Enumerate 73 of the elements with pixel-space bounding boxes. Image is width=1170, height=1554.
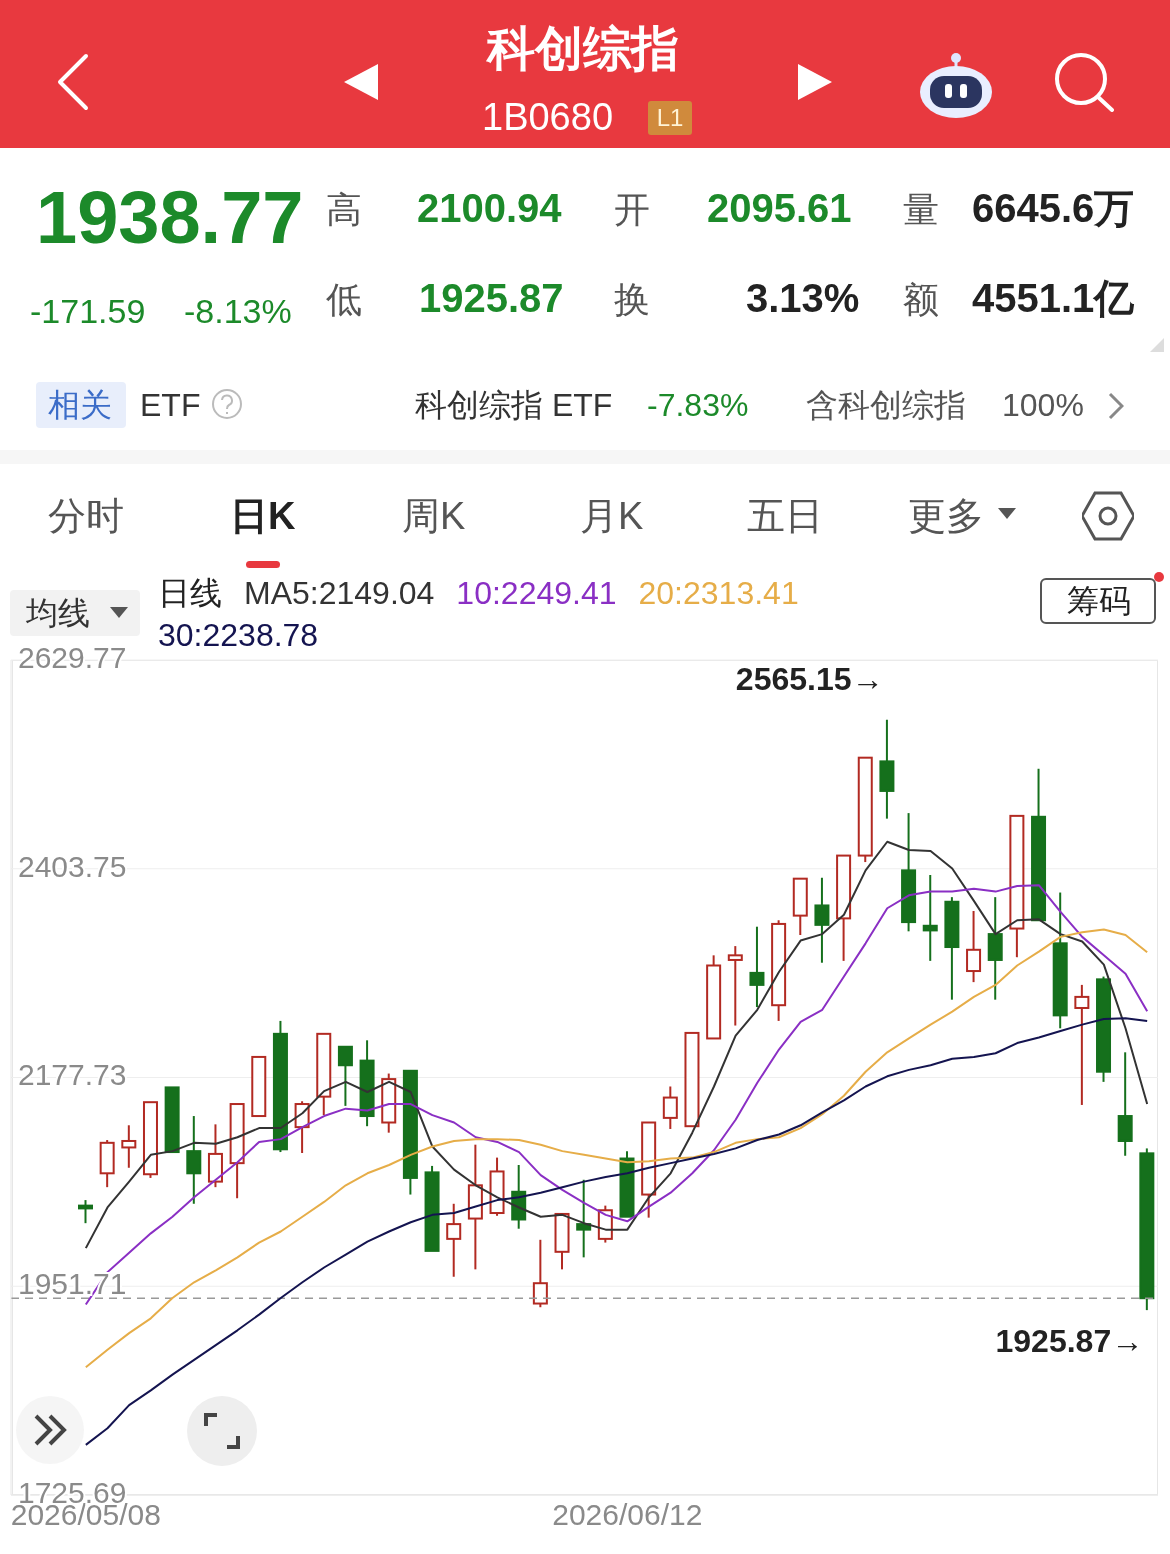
x-tick-label: 2026/06/12 (552, 1498, 703, 1531)
text: 20:2313.41 (638, 574, 799, 613)
candlestick (706, 954, 722, 1040)
text: 1925.87 (419, 275, 564, 322)
text: 分时 (48, 494, 124, 540)
text: 4551.1亿 (972, 275, 1135, 322)
candlestick (359, 1039, 375, 1128)
text: 日K (230, 494, 296, 540)
text: -171.59 (30, 290, 146, 332)
text: 100% (1002, 385, 1084, 425)
text: 10:2249.41 (456, 574, 617, 613)
candlestick (814, 876, 830, 964)
candlestick (1009, 814, 1025, 959)
candlestick (316, 1032, 332, 1117)
text: 换 (614, 278, 650, 322)
candlestick (1074, 983, 1090, 1106)
text: 筹码 (1067, 581, 1131, 621)
chart-title: 科创综指 (487, 21, 679, 77)
text: 30:2238.78 (158, 616, 319, 655)
candlestick (749, 925, 765, 1009)
chart-subtitle: 1B0680 (482, 95, 614, 139)
y-tick-label: 2403.75 (18, 849, 127, 883)
text: 开 (614, 188, 650, 232)
annotation: 2565.15→ (735, 659, 884, 698)
text: 量 (903, 188, 939, 232)
text: 含科创综指 (806, 385, 966, 425)
candlestick (576, 1178, 592, 1259)
candlestick (1031, 767, 1047, 922)
candlestick (402, 1069, 418, 1196)
candlestick (251, 1055, 267, 1118)
candlestick (987, 896, 1003, 1001)
candlestick (467, 1143, 483, 1271)
candlestick (966, 910, 982, 984)
text: ETF (140, 385, 201, 425)
text: 五日 (747, 494, 823, 540)
text: 2095.61 (707, 185, 852, 232)
text: MA5:2149.04 (244, 574, 435, 613)
text: 额 (903, 278, 939, 322)
text: 3.13% (746, 275, 860, 322)
candlestick (879, 718, 895, 820)
candlestick (922, 873, 938, 962)
text: 2100.94 (417, 185, 562, 232)
text: 月K (580, 494, 644, 540)
y-tick-label: 2629.77 (18, 640, 127, 674)
candlestick (662, 1085, 678, 1130)
text: -8.13% (184, 290, 292, 332)
candlestick (121, 1124, 137, 1169)
candlestick (554, 1212, 570, 1271)
candlestick (1117, 1051, 1133, 1157)
candlestick (836, 854, 852, 962)
y-tick-label: 2177.73 (18, 1058, 127, 1092)
candlestick (446, 1202, 462, 1278)
candlestick (229, 1103, 245, 1200)
candlestick (164, 1086, 180, 1154)
text: 均线 (26, 593, 90, 633)
candlestick (1052, 891, 1068, 1030)
text: -7.83% (647, 385, 749, 425)
text: 6645.6万 (972, 185, 1135, 232)
text: 相关 (48, 385, 112, 425)
legend-title: 日线 (158, 574, 222, 613)
text: 周K (402, 494, 466, 540)
text: L1 (656, 103, 684, 133)
text: 低 (326, 278, 362, 322)
candlestick (186, 1115, 202, 1205)
candlestick (684, 1031, 700, 1128)
text: 科创综指 ETF (415, 385, 613, 425)
text: 1938.77 (36, 174, 304, 261)
candlestick (619, 1150, 635, 1218)
text: 更多 (908, 494, 984, 540)
candlestick (792, 877, 808, 937)
annotation: 1925.87→ (995, 1322, 1144, 1361)
candlestick (337, 1045, 353, 1107)
text: 高 (326, 188, 362, 232)
